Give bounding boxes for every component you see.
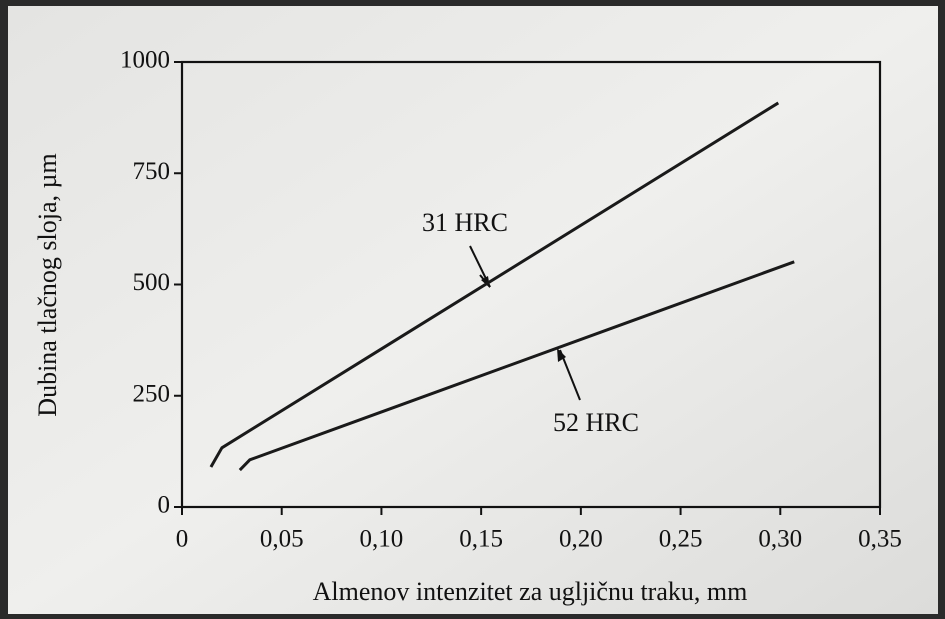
y-tick-label: 1000 [120,47,170,74]
y-tick-label: 250 [133,380,171,407]
y-tick-label: 0 [158,492,171,519]
x-tick-label: 0,15 [459,526,503,553]
y-tick-label: 500 [133,269,171,296]
data-line [209,101,780,468]
series-label: 31 HRC [422,208,508,237]
x-tick-label: 0 [176,526,189,553]
x-tick-label: 0,30 [758,526,802,553]
y-axis-label: Dubina tlačnog sloja, µm [33,153,62,416]
arrow-head [481,276,490,288]
x-tick-label: 0,25 [659,526,703,553]
data-line [238,260,795,472]
x-axis-label: Almenov intenzitet za ugljičnu traku, mm [313,577,748,606]
x-tick-label: 0,10 [360,526,404,553]
series-label: 52 HRC [553,408,639,437]
x-tick-label: 0,20 [559,526,603,553]
x-tick-label: 0,35 [858,526,902,553]
arrow-head [557,348,566,362]
paper [8,6,938,614]
y-tick-label: 750 [133,158,171,185]
x-tick-label: 0,05 [260,526,304,553]
